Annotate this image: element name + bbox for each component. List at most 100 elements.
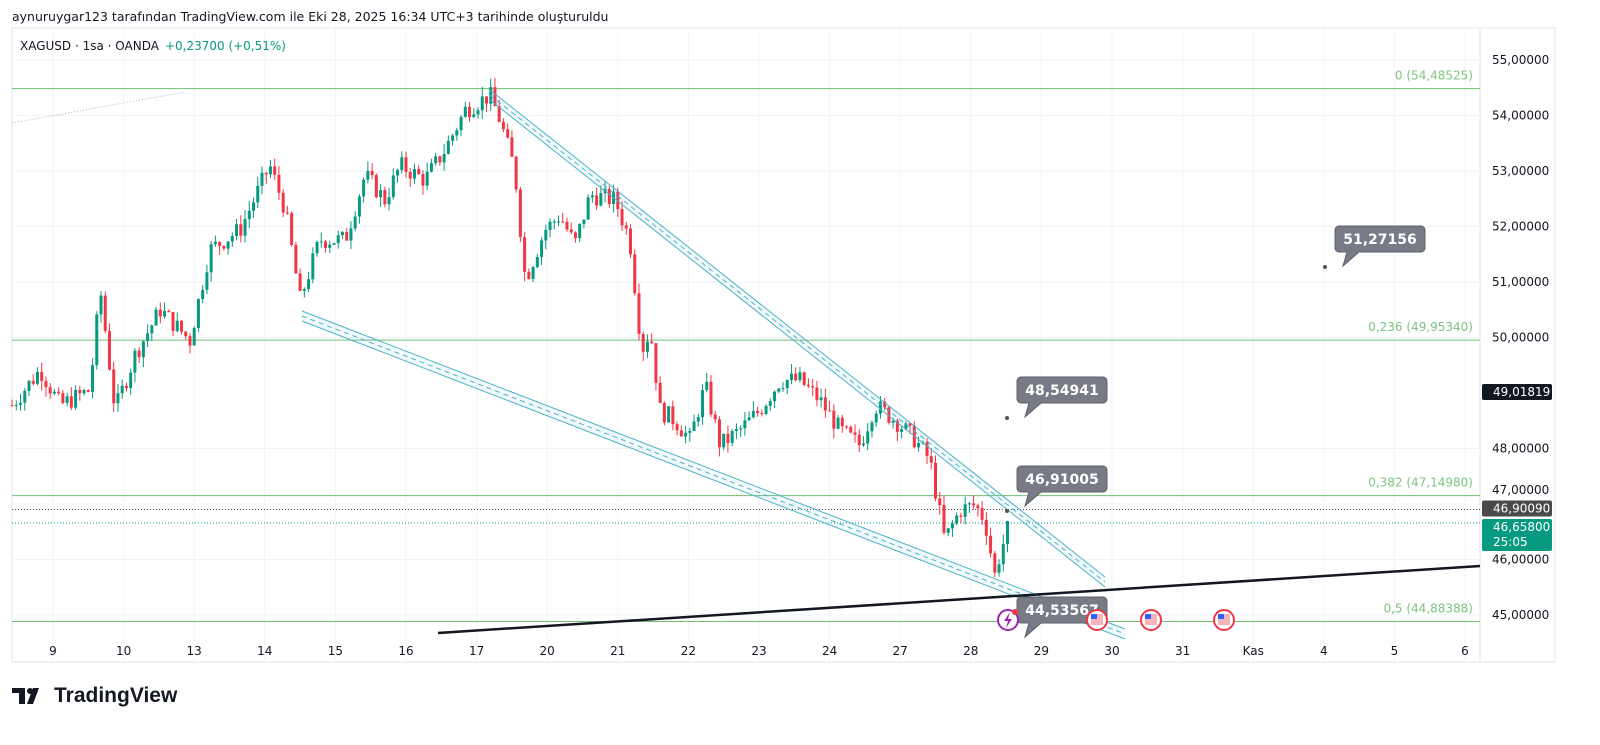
candle-body — [679, 430, 683, 437]
candle-body — [658, 382, 662, 404]
candle-body — [294, 244, 298, 274]
candle-body — [925, 442, 929, 457]
candle-body — [472, 114, 476, 118]
candle-body — [637, 293, 641, 334]
candle-body — [561, 221, 565, 223]
candle-body — [904, 423, 908, 430]
fib-label: 0,5 (44,88388) — [1383, 601, 1473, 615]
candle-body — [44, 380, 48, 388]
candle-body — [917, 442, 921, 448]
candle-body — [950, 523, 954, 529]
candle-body — [773, 391, 777, 402]
candle-body — [256, 185, 260, 203]
candle-body — [324, 241, 328, 248]
candle-body — [751, 411, 755, 418]
candle-body — [442, 153, 446, 163]
x-tick-label: 13 — [187, 644, 202, 658]
y-tick-label: 47,00000 — [1492, 483, 1549, 497]
candle-body — [52, 391, 56, 394]
chart-caption: aynuruygar123 tarafından TradingView.com… — [12, 9, 609, 24]
candle-body — [1006, 521, 1010, 544]
candle-body — [967, 503, 971, 505]
candle-body — [582, 219, 586, 224]
candle-body — [645, 341, 649, 352]
candle-body — [717, 419, 721, 448]
candle-body — [891, 420, 895, 423]
x-tick-label: Kas — [1243, 644, 1264, 658]
tradingview-logo[interactable]: TradingView — [12, 684, 177, 708]
candle-body — [14, 404, 18, 406]
candle-body — [404, 157, 408, 172]
candle-body — [629, 228, 633, 255]
candle-body — [743, 420, 747, 429]
candle-body — [984, 519, 988, 536]
candle-body — [963, 504, 967, 517]
candle-body — [523, 237, 527, 272]
candle-body — [883, 401, 887, 408]
candle-body — [120, 385, 124, 394]
candle-body — [853, 432, 857, 435]
lightning-icon — [1004, 612, 1012, 628]
lower-channel-line — [301, 315, 1126, 635]
dotted-trendline — [11, 91, 186, 124]
price-label-bg — [1482, 383, 1552, 400]
candle-body — [540, 240, 544, 257]
candle-body — [900, 429, 904, 432]
candle-body — [510, 137, 514, 157]
candle-body — [163, 310, 167, 317]
candle-body — [446, 140, 450, 154]
candle-body — [302, 289, 306, 291]
candle-body — [201, 289, 205, 300]
callout-anchor — [1005, 509, 1009, 513]
y-tick-label: 45,00000 — [1492, 608, 1549, 622]
candle-body — [281, 192, 285, 213]
candle-body — [421, 174, 425, 186]
candle-body — [468, 106, 472, 118]
candle-body — [929, 456, 933, 463]
upper-channel-line — [489, 94, 1106, 583]
candle-body — [688, 430, 692, 433]
candle-body — [273, 166, 277, 175]
candle-body — [184, 331, 188, 337]
us-flag-icon — [1218, 614, 1230, 625]
candle-body — [158, 309, 162, 317]
candle-body — [955, 515, 959, 524]
candle-body — [65, 396, 69, 403]
y-tick-label: 52,00000 — [1492, 220, 1549, 234]
candle-body — [175, 320, 179, 331]
candle-body — [408, 171, 412, 179]
candle-body — [455, 130, 459, 136]
candle-body — [459, 116, 463, 131]
y-tick-label: 51,00000 — [1492, 275, 1549, 289]
candle-body — [192, 327, 196, 346]
x-tick-label: 29 — [1034, 644, 1049, 658]
candle-body — [319, 241, 323, 243]
candle-body — [353, 216, 357, 229]
y-tick-label: 50,00000 — [1492, 331, 1549, 345]
candle-body — [332, 243, 336, 245]
candle-body — [86, 390, 90, 392]
symbol-header: XAGUSD · 1sa · OANDA +0,23700 (+0,51%) — [20, 39, 286, 53]
x-tick-label: 30 — [1104, 644, 1119, 658]
candle-body — [696, 417, 700, 422]
candle-body — [31, 380, 35, 384]
callout-text: 51,27156 — [1343, 232, 1417, 248]
candle-body — [252, 202, 256, 211]
notification-dot — [1012, 609, 1018, 615]
candle-body — [768, 401, 772, 406]
x-tick-label: 17 — [469, 644, 484, 658]
candle-body — [501, 121, 505, 130]
candle-body — [730, 431, 734, 443]
price-callout — [1016, 465, 1108, 508]
candle-body — [141, 341, 145, 358]
candle-body — [497, 106, 501, 122]
candle-body — [95, 314, 99, 366]
fib-label: 0,236 (49,95340) — [1368, 320, 1473, 334]
candle-body — [417, 168, 421, 175]
candle-body — [277, 174, 281, 193]
upper-channel-line-fill — [490, 90, 1105, 587]
candle-body — [179, 320, 183, 332]
symbol-name: XAGUSD · 1sa · OANDA — [20, 39, 159, 53]
x-tick-label: 10 — [116, 644, 131, 658]
